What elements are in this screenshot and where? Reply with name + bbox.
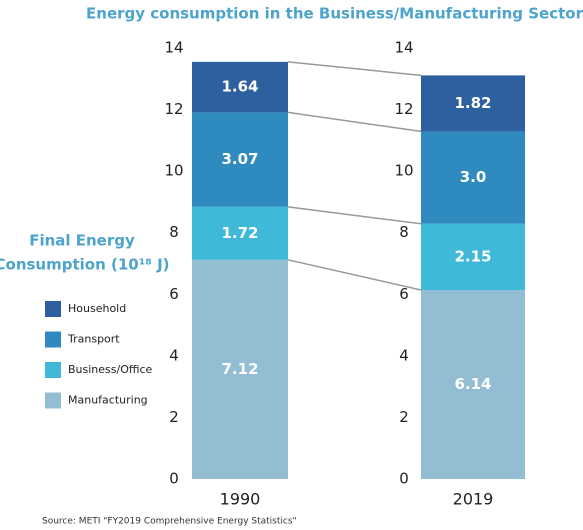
value-label: 1.72: [221, 224, 258, 242]
legend-swatch: [45, 301, 61, 317]
y-tick-label: 0: [169, 470, 179, 488]
legend-swatch: [45, 392, 61, 409]
y-tick-label: 8: [169, 223, 179, 241]
bar-segment: [421, 75, 525, 132]
bar-segment: [192, 206, 288, 260]
y-tick-label: 0: [399, 470, 409, 488]
legend-swatch: [45, 362, 61, 378]
value-label: 3.0: [460, 168, 487, 186]
y-tick-label: 4: [169, 346, 179, 364]
bar-segment: [192, 112, 288, 207]
legend-label: Business/Office: [68, 363, 153, 376]
y-tick-label: 10: [394, 162, 413, 180]
y-tick-label: 12: [164, 100, 183, 118]
value-label: 7.12: [221, 360, 258, 378]
legend-label: Manufacturing: [68, 394, 148, 407]
y-tick-label: 10: [164, 162, 183, 180]
bar-segment: [192, 61, 288, 113]
value-label: 1.64: [221, 78, 258, 96]
connector-line: [287, 61, 422, 77]
y-tick-label: 2: [399, 408, 409, 426]
bar-segment: [192, 259, 288, 479]
y-axis-label: Consumption (10¹⁸ J): [0, 256, 170, 274]
connector-line: [287, 259, 422, 291]
value-label: 1.82: [454, 94, 491, 112]
bar-segment: [421, 289, 525, 479]
value-label: 2.15: [454, 247, 491, 265]
legend-swatch: [45, 331, 61, 348]
value-label: 6.14: [454, 375, 491, 393]
legend-label: Household: [68, 302, 126, 315]
y-tick-label: 12: [394, 100, 413, 118]
chart-title: Energy consumption in the Business/Manuf…: [86, 5, 583, 23]
y-tick-label: 6: [169, 285, 179, 303]
source-note: Source: METI "FY2019 Comprehensive Energ…: [42, 517, 297, 527]
bar-segment: [421, 131, 525, 224]
y-tick-label: 14: [164, 39, 183, 57]
value-label: 3.07: [221, 150, 258, 168]
x-tick-label: 1990: [220, 490, 261, 509]
bar-segment: [421, 223, 525, 290]
y-tick-label: 6: [399, 285, 409, 303]
y-tick-label: 8: [399, 223, 409, 241]
y-tick-label: 14: [394, 39, 413, 57]
legend-label: Transport: [67, 333, 120, 346]
x-tick-label: 2019: [453, 490, 494, 509]
connector-line: [287, 206, 422, 225]
y-tick-label: 4: [399, 346, 409, 364]
connector-line: [287, 111, 422, 133]
y-tick-label: 2: [169, 408, 179, 426]
y-axis-label: Final Energy: [29, 232, 135, 250]
